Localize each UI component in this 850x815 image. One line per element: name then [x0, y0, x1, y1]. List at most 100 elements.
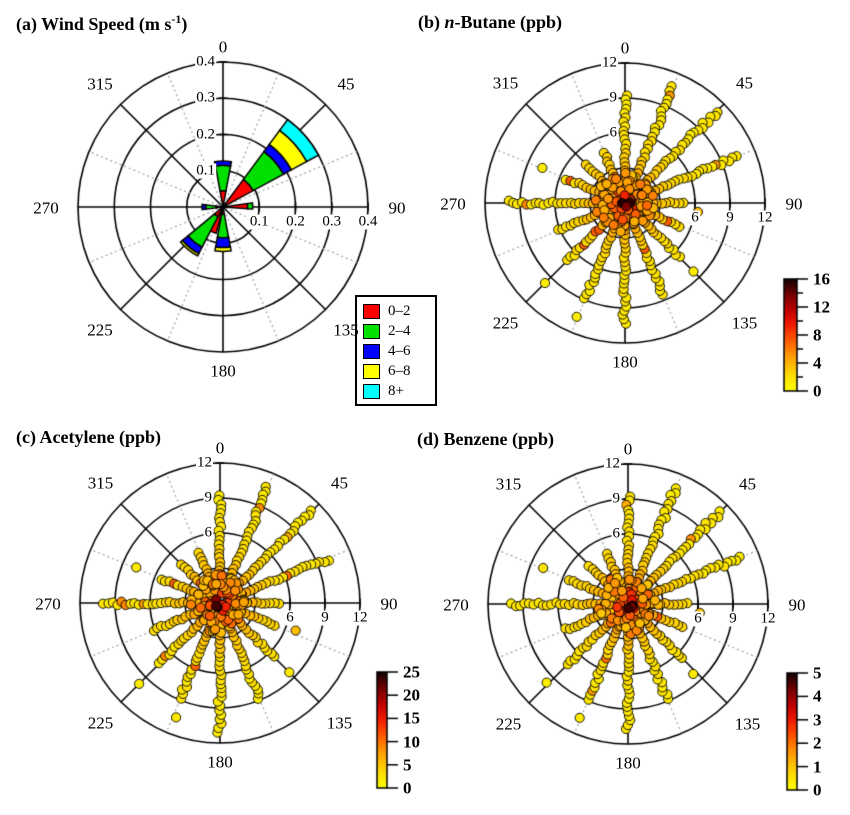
angle-label-225-panel-d: 225: [495, 714, 522, 733]
angle-label-90-panel-d: 90: [788, 595, 806, 615]
radial-label-v-12-panel-c: 12: [196, 454, 213, 471]
angle-label-270-panel-c: 270: [35, 594, 61, 614]
angle-label-180-panel-d: 180: [615, 753, 641, 773]
angle-label-45-panel-c: 45: [331, 473, 348, 493]
angle-label-135-panel-a: 135: [333, 320, 359, 340]
radial-label-v-0.2-panel-a: 0.2: [195, 126, 216, 142]
colorbar-tick-label-8: 8: [813, 325, 822, 345]
colorbar-tick-label-4: 4: [813, 686, 822, 706]
radial-label-h-12-panel-c: 12: [351, 609, 369, 626]
angle-label-180-panel-b: 180: [612, 352, 638, 372]
angle-label-90-panel-a: 90: [388, 198, 406, 218]
colorbar-tick-label-0: 0: [403, 778, 412, 798]
angle-label-90-panel-c: 90: [380, 594, 398, 614]
angle-label-270-panel-a: 270: [33, 198, 59, 218]
angle-label-135-panel-b: 135: [731, 313, 758, 332]
angle-label-315-panel-c: 315: [87, 473, 114, 493]
panel-c-title: (c) Acetylene (ppb): [16, 427, 161, 448]
panel-c-title-text: (c) Acetylene (ppb): [16, 427, 161, 447]
colorbar-tick-label-4: 4: [813, 353, 822, 373]
radial-label-h-6-panel-c: 6: [285, 609, 295, 626]
angle-label-45-panel-a: 45: [337, 74, 355, 94]
radial-label-h-9-panel-c: 9: [320, 609, 330, 626]
colorbar-tick-label-16: 16: [813, 269, 830, 289]
colorbar-tick-label-3: 3: [813, 710, 822, 730]
legend-swatch-0-2: [363, 303, 380, 319]
angle-label-0-panel-b: 0: [620, 38, 630, 58]
angle-label-45-panel-b: 45: [736, 73, 753, 93]
angle-label-315-panel-d: 315: [495, 474, 522, 494]
legend-row: 4–6: [363, 341, 435, 361]
colorbar-tick-label-2: 2: [813, 733, 822, 753]
angle-label-225-panel-b: 225: [492, 313, 519, 332]
angle-label-0-panel-c: 0: [215, 438, 225, 458]
panel-d-title-text: (d) Benzene (ppb): [417, 429, 555, 449]
legend-swatch-6-8: [363, 363, 380, 379]
angle-label-135-panel-d: 135: [734, 714, 761, 733]
radial-label-v-9-panel-b: 9: [608, 89, 618, 106]
angle-label-45-panel-d: 45: [739, 474, 756, 494]
radial-label-h-6-panel-d: 6: [693, 610, 703, 627]
radial-label-v-0.4-panel-a: 0.4: [195, 53, 216, 70]
angle-label-180-panel-c: 180: [207, 752, 233, 772]
radial-label-h-12-panel-d: 12: [759, 610, 777, 627]
radial-label-h-0.3-panel-a: 0.3: [321, 213, 343, 230]
radial-label-v-12-panel-b: 12: [601, 54, 618, 71]
radial-label-h-0.2-panel-a: 0.2: [285, 213, 306, 230]
colorbar-tick-label-0: 0: [813, 381, 822, 401]
panel-a-title-close: ): [181, 14, 188, 34]
legend-label-4-6: 4–6: [388, 342, 411, 359]
angle-label-180-panel-a: 180: [210, 361, 236, 381]
panel-b-title-prefix: (b): [418, 12, 445, 32]
radial-label-h-6-panel-b: 6: [690, 209, 700, 226]
panel-b-title: (b) n-Butane (ppb): [418, 12, 562, 33]
colorbar-tick-label-5: 5: [403, 755, 412, 775]
radial-label-h-0.1-panel-a: 0.1: [248, 213, 270, 230]
radial-label-v-9-panel-c: 9: [203, 489, 213, 506]
radial-label-h-9-panel-b: 9: [725, 209, 735, 226]
panel-d-title: (d) Benzene (ppb): [417, 429, 554, 450]
radial-label-h-0.4-panel-a: 0.4: [357, 213, 379, 230]
colorbar-tick-label-5: 5: [813, 663, 822, 683]
radial-label-v-6-panel-b: 6: [608, 124, 618, 141]
colorbar-tick-label-15: 15: [403, 708, 420, 728]
radial-label-v-0.1-panel-a: 0.1: [195, 162, 216, 179]
legend-label-2-4: 2–4: [388, 322, 411, 339]
radial-label-v-12-panel-d: 12: [604, 455, 621, 472]
legend-swatch-4-6: [363, 343, 380, 359]
angle-label-225-panel-a: 225: [87, 320, 113, 340]
legend-row: 6–8: [363, 361, 435, 381]
angle-label-0-panel-d: 0: [623, 439, 633, 459]
legend-label-8plus: 8+: [388, 382, 404, 399]
legend-swatch-2-4: [363, 323, 380, 339]
radial-label-h-9-panel-d: 9: [728, 610, 738, 627]
panel-b-title-text: -Butane (ppb): [454, 12, 563, 32]
wind-speed-legend: 0–2 2–4 4–6 6–8 8+: [355, 295, 437, 406]
colorbar-tick-label-10: 10: [403, 732, 420, 752]
angle-label-225-panel-c: 225: [87, 713, 114, 732]
angle-label-315-panel-a: 315: [87, 74, 113, 94]
radial-label-v-6-panel-d: 6: [611, 525, 621, 542]
legend-label-6-8: 6–8: [388, 362, 411, 379]
legend-label-0-2: 0–2: [388, 302, 411, 319]
angle-label-315-panel-b: 315: [492, 73, 519, 93]
colorbar-tick-label-25: 25: [403, 662, 420, 682]
angle-label-0-panel-a: 0: [218, 37, 228, 57]
panel-a-title: (a) Wind Speed (m s-1): [16, 12, 187, 35]
legend-row: 8+: [363, 381, 435, 401]
colorbar-tick-label-1: 1: [813, 757, 822, 777]
colorbar-tick-label-0: 0: [813, 780, 822, 800]
legend-row: 2–4: [363, 321, 435, 341]
angle-label-270-panel-b: 270: [440, 194, 466, 214]
angle-label-90-panel-b: 90: [785, 194, 803, 214]
panel-a-title-superscript: -1: [171, 12, 182, 26]
radial-label-v-0.3-panel-a: 0.3: [195, 89, 216, 106]
colorbar-tick-label-20: 20: [403, 685, 420, 705]
panel-b-title-italic-n: n: [444, 12, 455, 32]
legend-row: 0–2: [363, 301, 435, 321]
angle-label-135-panel-c: 135: [326, 713, 353, 732]
legend-swatch-8plus: [363, 383, 380, 399]
colorbar-tick-label-12: 12: [813, 297, 830, 317]
